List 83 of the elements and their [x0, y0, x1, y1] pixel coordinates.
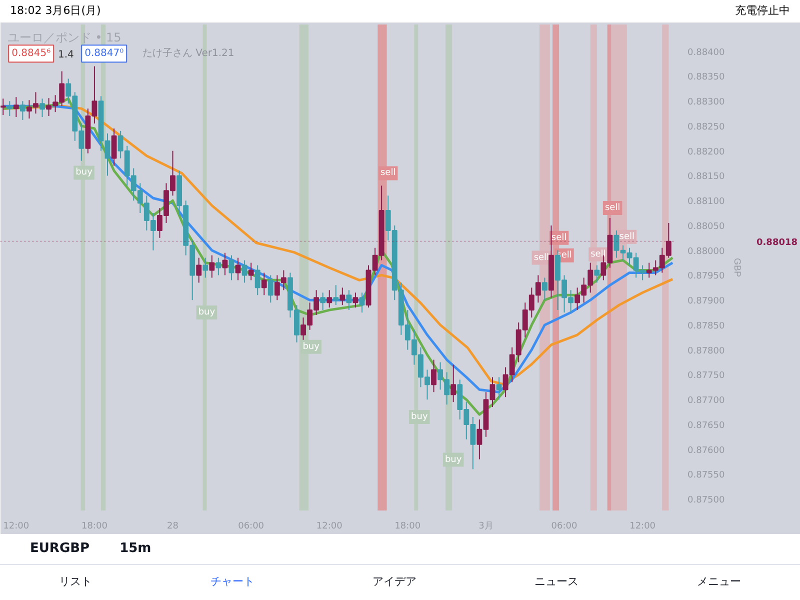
y-tick-label: 0.88300 [688, 98, 725, 108]
candlestick [248, 262, 254, 281]
y-tick-label: 0.88400 [688, 48, 725, 58]
text: メニュー [696, 574, 741, 590]
annotation: たけ子さん Ver1.21 [142, 48, 234, 60]
y-tick-label: 0.88000 [688, 246, 725, 257]
candlestick [450, 364, 456, 403]
y-tick-label: 0.87800 [688, 346, 725, 356]
text: チャート [210, 574, 254, 590]
y-tick-label: 0.87500 [688, 496, 725, 506]
y-tick-label: 0.87850 [688, 321, 725, 332]
candlestick [242, 260, 248, 284]
text: ニュース [534, 574, 579, 590]
candlestick [0, 98, 6, 116]
annotation: buy [198, 308, 216, 318]
annotation: buy [76, 168, 94, 178]
annotation: sell [534, 252, 550, 263]
candlestick [222, 252, 228, 276]
y-tick-label: 0.87650 [688, 420, 725, 431]
candlestick [40, 98, 45, 118]
annotation: 0.8847⁰ [84, 48, 124, 60]
candlestick [431, 359, 436, 393]
y-tick-label: 0.87550 [688, 470, 725, 481]
y-tick-label: 0.87700 [688, 396, 725, 406]
annotation: 1.4 [58, 50, 74, 61]
candlestick [496, 376, 502, 400]
y-tick-label: 0.87750 [688, 371, 725, 382]
candlestick [261, 272, 267, 296]
annotation: buy [411, 412, 428, 422]
y-tick-label: 0.87600 [688, 446, 725, 456]
candlestick [254, 264, 260, 296]
text: 15m [120, 540, 152, 558]
candlestick [359, 292, 365, 314]
text: 18:02 3月6日(月) [10, 3, 101, 19]
candlestick [13, 96, 19, 118]
candlestick [228, 254, 234, 281]
x-tick-label: 06:00 [551, 522, 578, 532]
candlestick [352, 292, 358, 308]
y-tick-label: 0.88250 [688, 122, 725, 132]
text: リスト [59, 574, 92, 590]
annotation: sell [380, 168, 396, 178]
candlestick [6, 100, 12, 117]
candlestick [216, 257, 222, 276]
text: 充電停止中 [735, 3, 790, 19]
y-tick-label: 0.88100 [688, 197, 725, 208]
y-tick-label: 0.87950 [688, 272, 725, 282]
y-tick-label: 0.88050 [688, 222, 725, 232]
x-tick-label: 28 [167, 522, 179, 532]
candlestick [111, 128, 117, 166]
candlestick [542, 277, 548, 301]
x-tick-label: 12:00 [630, 522, 656, 532]
annotation: buy [444, 454, 462, 465]
text: アイデア [372, 574, 416, 590]
x-tick-label: 06:00 [238, 522, 264, 532]
candlestick [320, 292, 326, 311]
x-tick-label: 18:00 [81, 522, 108, 532]
candlestick [333, 284, 339, 306]
annotation: 0.8845⁶ [12, 48, 51, 60]
candlestick [268, 274, 274, 304]
candlestick [594, 264, 600, 284]
text: EURGBP [30, 540, 90, 558]
candlestick [346, 290, 352, 311]
annotation: sell [604, 203, 620, 214]
x-tick-label: 12:00 [3, 522, 30, 532]
x-tick-label: 3月 [478, 522, 494, 532]
y-tick-label: 0.88150 [688, 172, 725, 182]
annotation: sell [551, 232, 567, 243]
x-tick-label: 18:00 [394, 522, 421, 532]
annotation: sell [590, 249, 606, 260]
y-tick-label: 0.88200 [688, 147, 725, 158]
candlestick [20, 100, 26, 121]
ref-line-label: 0.88018 [756, 238, 798, 248]
x-tick-label: 12:00 [316, 522, 343, 532]
candlestick [340, 287, 346, 306]
candlestick [209, 254, 215, 278]
y-tick-label: 0.88350 [688, 72, 725, 83]
candlestick [202, 257, 208, 278]
candlestick [196, 257, 202, 284]
annotation: sell [619, 232, 635, 242]
candlestick [326, 290, 332, 308]
y-axis-title: GBP [732, 258, 743, 278]
annotation: buy [302, 342, 320, 352]
y-tick-label: 0.87900 [688, 296, 725, 307]
